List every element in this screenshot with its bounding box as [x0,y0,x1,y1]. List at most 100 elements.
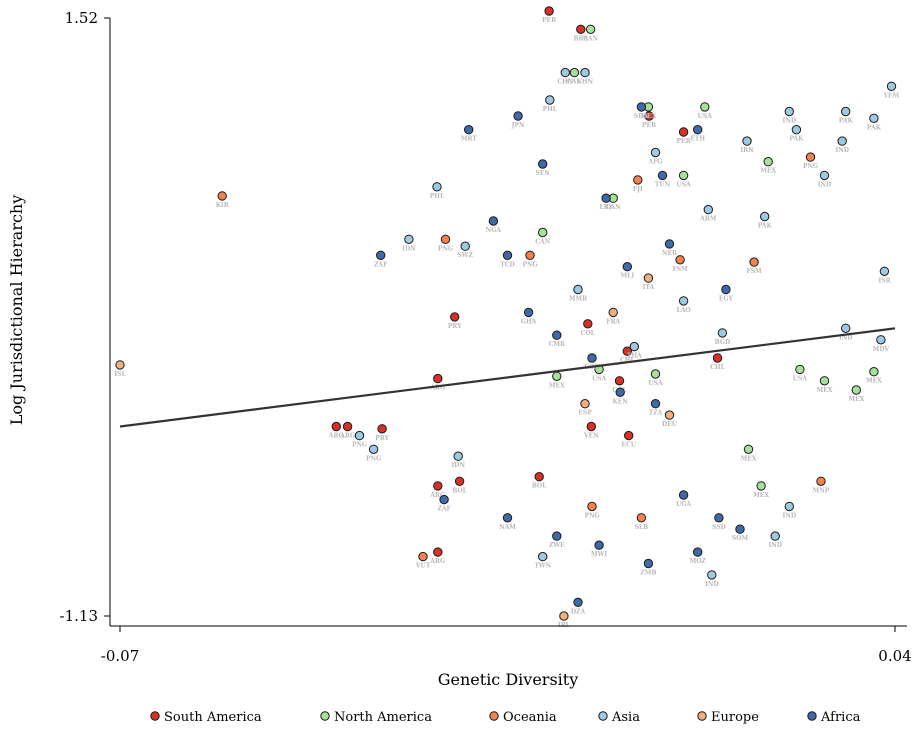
data-point-label: YEM [883,92,900,99]
data-point [876,335,886,345]
data-point-label: CHN [577,79,593,86]
data-point [538,551,548,562]
data-point [700,102,710,112]
data-point-label: IND [705,581,719,588]
data-point [404,234,414,245]
data-point-label: TWN [534,563,551,570]
data-point-label: EGY [719,296,734,303]
data-point [573,284,583,295]
data-point [439,494,449,505]
data-point-label: PER [542,17,557,24]
data-point [538,159,548,169]
data-point-label: BGD [715,339,731,346]
data-point [488,216,499,226]
data-point-label: LAO [677,307,691,314]
x-axis-title: Genetic Diversity [438,670,579,689]
data-point [837,136,847,146]
data-point [559,611,569,621]
data-point-label: VEN [583,433,599,440]
data-point-label: LBY [599,204,613,211]
data-point-label: FSM [746,268,762,275]
data-point-label: IRN [740,147,754,154]
data-point [650,147,661,158]
data-point [770,531,780,541]
data-point [450,312,460,322]
data-point-label: UGA [676,501,691,508]
data-point [841,323,851,333]
data-point-label: USA [648,380,663,387]
data-point-label: CAN [567,79,582,86]
data-point [693,125,703,135]
data-point [433,373,443,384]
data-point [594,540,604,550]
data-point-label: ITA [643,284,655,291]
data-point [586,421,596,432]
legend-marker [150,711,160,721]
data-point-label: CHN [557,79,573,86]
data-point [622,262,632,272]
data-point-label: ARM [699,216,717,223]
data-point [545,95,555,105]
legend: South America North America Oceania Asia Eur… [150,710,861,725]
data-point-label: MEX [866,378,882,385]
legend-marker [598,711,608,721]
data-point [721,284,731,295]
legend-marker [807,711,817,721]
data-point [636,513,647,523]
data-point [678,490,689,500]
data-point [534,472,544,482]
data-point-label: ARG [429,558,445,565]
data-point-label: ZMB [640,570,656,577]
data-point [583,319,593,329]
data-point [576,24,586,34]
data-point-label: SSD [712,524,726,531]
data-point-label: MEX [760,168,776,175]
data-point [633,175,643,185]
data-point [703,204,713,215]
data-point-label: MEX [848,396,864,403]
data-point-label: PHL [430,193,445,200]
data-point [693,547,703,557]
data-point-label: KIR [216,202,230,209]
data-point-label: TCD [500,261,514,268]
data-point-label: FSM [672,266,688,273]
data-point-label: MRT [461,136,478,143]
data-point-label: IND [783,118,797,125]
data-point-label: USA [676,181,691,188]
data-point-label: ZAF [374,261,388,268]
data-point [587,501,597,512]
data-point [585,24,596,34]
legend-marker [489,711,499,721]
data-point [743,444,754,454]
y-axis-title: Log Jurisdictional Hierarchy [7,195,26,426]
legend-label: Africa [820,710,861,725]
data-point [664,410,675,420]
data-point [657,170,668,181]
data-point [560,67,570,78]
data-point [735,524,745,534]
data-point [805,152,816,162]
legend-item: Oceania [489,710,557,725]
data-point [433,481,443,491]
data-point-label: BOL [532,483,547,490]
data-point [544,6,554,16]
legend-item: Asia [598,710,640,725]
data-point-label: CHL [620,357,635,364]
data-point-label: CAN [583,35,598,42]
points-layer: PERBRAARGARGPRYPRYARGARGARGBOLBOLVENCOLE… [114,6,900,629]
data-point-label: MEX [753,492,769,499]
data-point-label: ZAF [437,506,451,513]
data-point-label: PNG [366,455,381,462]
data-point-label: NER [662,250,678,257]
data-point [622,346,632,356]
data-point-label: ARG [339,433,355,440]
legend-item: South America [150,710,262,725]
legend-item: North America [320,710,432,725]
data-point [573,597,583,607]
data-point-label: MEX [549,382,565,389]
data-point [869,367,879,377]
data-point [650,399,661,409]
data-point [601,193,611,203]
data-point-label: PAK [758,223,773,230]
